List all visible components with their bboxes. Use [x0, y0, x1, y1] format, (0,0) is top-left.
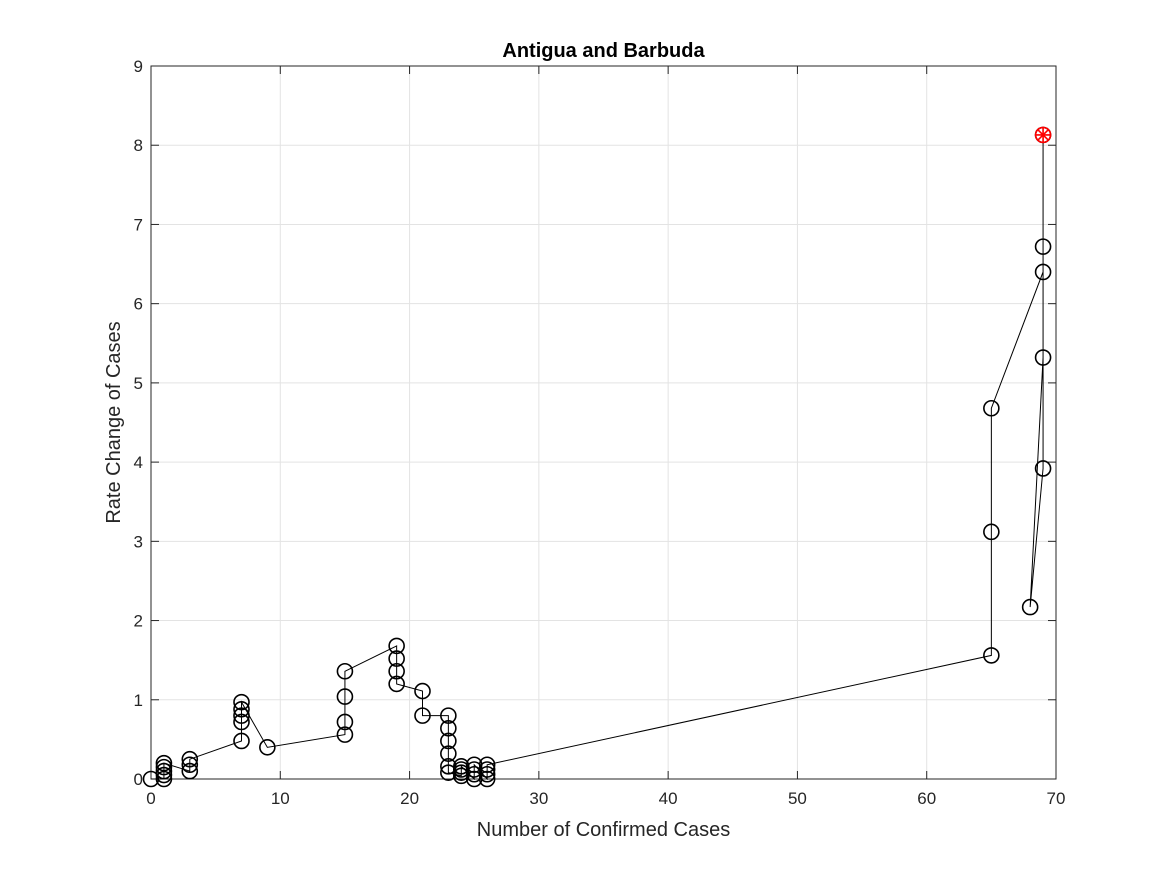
axis-ticks	[150, 65, 1057, 780]
data-point	[233, 693, 250, 711]
data-point	[414, 682, 431, 700]
data-point	[388, 662, 405, 680]
data-point	[155, 770, 173, 788]
plot-frame	[150, 65, 1057, 780]
data-point	[336, 726, 354, 743]
data-point	[155, 754, 173, 772]
y-tick-label: 4	[134, 453, 143, 472]
y-tick-label: 1	[134, 691, 143, 710]
x-tick-label: 10	[271, 789, 290, 808]
chart-title: Antigua and Barbuda	[502, 40, 705, 62]
series-markers	[142, 126, 1052, 788]
x-tick-label: 0	[146, 789, 155, 808]
data-point	[983, 647, 1000, 664]
data-point	[233, 732, 250, 750]
data-point	[1034, 349, 1052, 366]
data-point	[155, 766, 173, 784]
data-point	[440, 732, 457, 750]
y-tick-label: 7	[134, 215, 143, 234]
data-point	[336, 688, 354, 705]
data-point	[983, 399, 1000, 417]
data-point	[155, 762, 173, 780]
tick-labels: 0 10 20 30 40 50 60 70 0 1 2 3 4 5 6 7 8 9	[134, 57, 1066, 808]
data-point	[259, 739, 276, 756]
data-point	[181, 750, 199, 768]
data-point	[440, 764, 457, 781]
data-point	[336, 713, 354, 731]
x-tick-label: 40	[659, 789, 678, 808]
data-point	[478, 756, 496, 774]
data-point	[1034, 238, 1052, 255]
grid-lines	[151, 66, 1056, 779]
highlight-asterisk-stroke	[1036, 128, 1050, 142]
data-point	[440, 745, 457, 762]
x-tick-label: 50	[788, 789, 807, 808]
data-point	[440, 758, 457, 775]
data-point	[440, 707, 457, 724]
data-point	[1034, 263, 1052, 281]
y-tick-label: 3	[134, 532, 143, 551]
x-tick-label: 60	[917, 789, 936, 808]
x-axis-label: Number of Confirmed Cases	[477, 819, 730, 841]
y-tick-label: 9	[134, 57, 143, 76]
data-point	[233, 700, 250, 718]
series-line	[151, 134, 1044, 781]
y-tick-label: 6	[134, 295, 143, 314]
data-point	[452, 758, 470, 775]
y-tick-label: 8	[134, 136, 143, 155]
y-tick-label: 2	[134, 612, 143, 631]
plot-background	[151, 66, 1056, 779]
highlight-marker	[1034, 126, 1052, 144]
data-point	[440, 719, 457, 737]
data-point	[478, 765, 496, 783]
data-point	[336, 662, 354, 680]
x-tick-label: 20	[400, 789, 419, 808]
data-point	[181, 762, 199, 780]
data-point	[414, 707, 431, 724]
data-point	[155, 758, 173, 776]
y-tick-label: 0	[134, 770, 143, 789]
y-axis-label: Rate Change of Cases	[103, 321, 125, 523]
data-point	[181, 756, 199, 774]
data-point	[388, 675, 405, 693]
data-point	[233, 713, 250, 731]
data-point	[983, 523, 1000, 541]
data-point	[388, 650, 405, 667]
data-point	[388, 637, 405, 655]
data-point	[1034, 460, 1052, 477]
x-tick-label: 70	[1047, 789, 1066, 808]
x-tick-label: 30	[529, 789, 548, 808]
data-point	[1021, 598, 1039, 616]
y-tick-label: 5	[134, 374, 143, 393]
data-point	[478, 761, 496, 778]
data-point	[233, 707, 250, 724]
